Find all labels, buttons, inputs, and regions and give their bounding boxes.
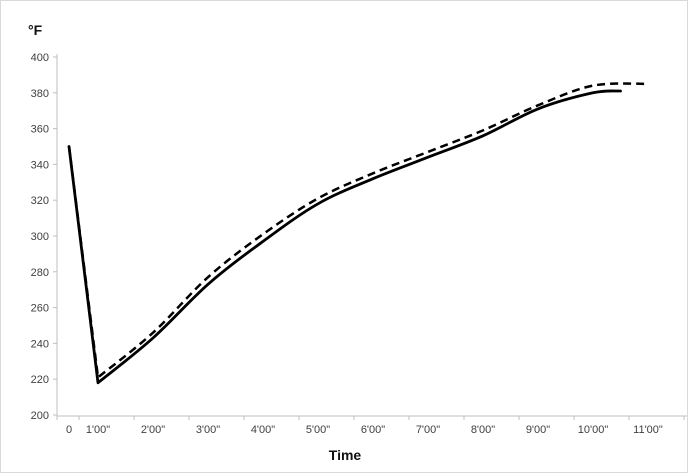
y-tick-label: 340 bbox=[31, 159, 49, 171]
x-tick-label: 0 bbox=[66, 424, 72, 436]
x-tick-label: 11'00" bbox=[633, 424, 663, 436]
y-axis-title: °F bbox=[28, 22, 43, 38]
y-tick-label: 360 bbox=[31, 124, 49, 136]
y-tick-label: 380 bbox=[31, 88, 49, 100]
y-tick-label: 280 bbox=[31, 267, 49, 279]
x-tick-label: 10'00" bbox=[578, 424, 609, 436]
x-tick-label: 9'00" bbox=[526, 424, 550, 436]
y-tick-label: 200 bbox=[31, 410, 49, 422]
x-tick-label: 3'00" bbox=[196, 424, 220, 436]
x-tick-label: 8'00" bbox=[471, 424, 495, 436]
x-tick-label: 6'00" bbox=[361, 424, 385, 436]
y-tick-label: 240 bbox=[31, 338, 49, 350]
x-tick-label: 1'00" bbox=[86, 424, 110, 436]
x-tick-label: 4'00" bbox=[251, 424, 275, 436]
y-tick-label: 220 bbox=[31, 374, 49, 386]
x-axis-title: Time bbox=[328, 447, 362, 463]
x-tick-label: 2'00" bbox=[141, 424, 165, 436]
x-tick-label: 5'00" bbox=[306, 424, 330, 436]
y-tick-label: 320 bbox=[31, 195, 49, 207]
y-tick-label: 400 bbox=[31, 52, 49, 64]
dashed-curve bbox=[67, 82, 649, 379]
y-tick-label: 260 bbox=[31, 303, 49, 315]
x-tick-label: 7'00" bbox=[416, 424, 440, 436]
solid-curve bbox=[67, 89, 622, 385]
y-tick-label: 300 bbox=[31, 231, 49, 243]
